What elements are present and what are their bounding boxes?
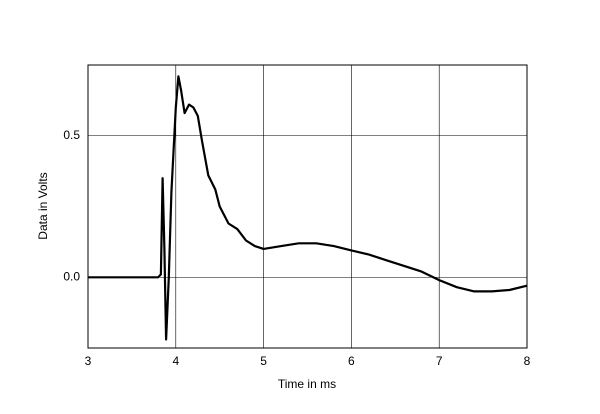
x-tick-label: 3 [85, 354, 92, 368]
x-tick-label: 4 [172, 354, 179, 368]
x-axis-label: Time in ms [278, 377, 336, 391]
y-tick-label: 0.0 [63, 269, 80, 283]
y-axis-label: Data in Volts [36, 172, 50, 239]
x-tick-label: 6 [348, 354, 355, 368]
x-tick-label: 7 [436, 354, 443, 368]
x-tick-label: 8 [524, 354, 531, 368]
plot-frame [87, 64, 528, 349]
y-tick-label: 0.5 [63, 128, 80, 142]
x-tick-label: 5 [260, 354, 267, 368]
line-series [88, 75, 528, 341]
